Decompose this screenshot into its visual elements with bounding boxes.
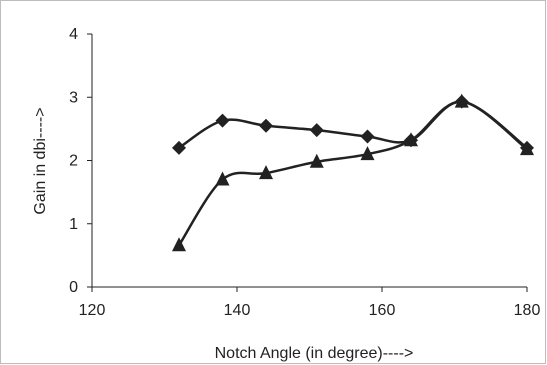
triangle-marker [172,237,186,252]
diamond-marker [309,123,324,138]
diamond-marker [259,118,273,133]
triangle-marker [520,141,534,156]
y-tick-label: 4 [69,26,78,43]
x-tick-label: 140 [224,302,251,319]
triangle-marker [360,146,375,161]
triangle-marker [404,132,418,147]
series-diamond [172,94,534,155]
series-line [178,100,528,149]
series-triangle [172,93,534,252]
diamond-marker [360,129,375,144]
x-tick-label: 180 [514,302,541,319]
axes [91,34,527,288]
x-tick-label: 160 [369,302,396,319]
series-layer [172,93,534,252]
triangle-marker [259,165,273,180]
diamond-marker [215,113,230,128]
x-axis-title: Notch Angle (in degree)----> [215,345,414,362]
triangle-marker [454,93,469,108]
axis-ticks: 0 1 2 3 4 120 140 160 180 [69,26,540,319]
y-tick-label: 2 [69,153,78,170]
diamond-marker [172,140,186,155]
series-line [177,100,528,246]
y-tick-label: 1 [69,216,78,233]
triangle-marker [309,153,324,168]
y-tick-label: 3 [69,89,78,106]
x-tick-label: 120 [79,302,106,319]
y-axis-title: Gain in dbi----> [32,107,49,214]
triangle-marker [215,171,230,186]
y-tick-label: 0 [69,279,78,296]
